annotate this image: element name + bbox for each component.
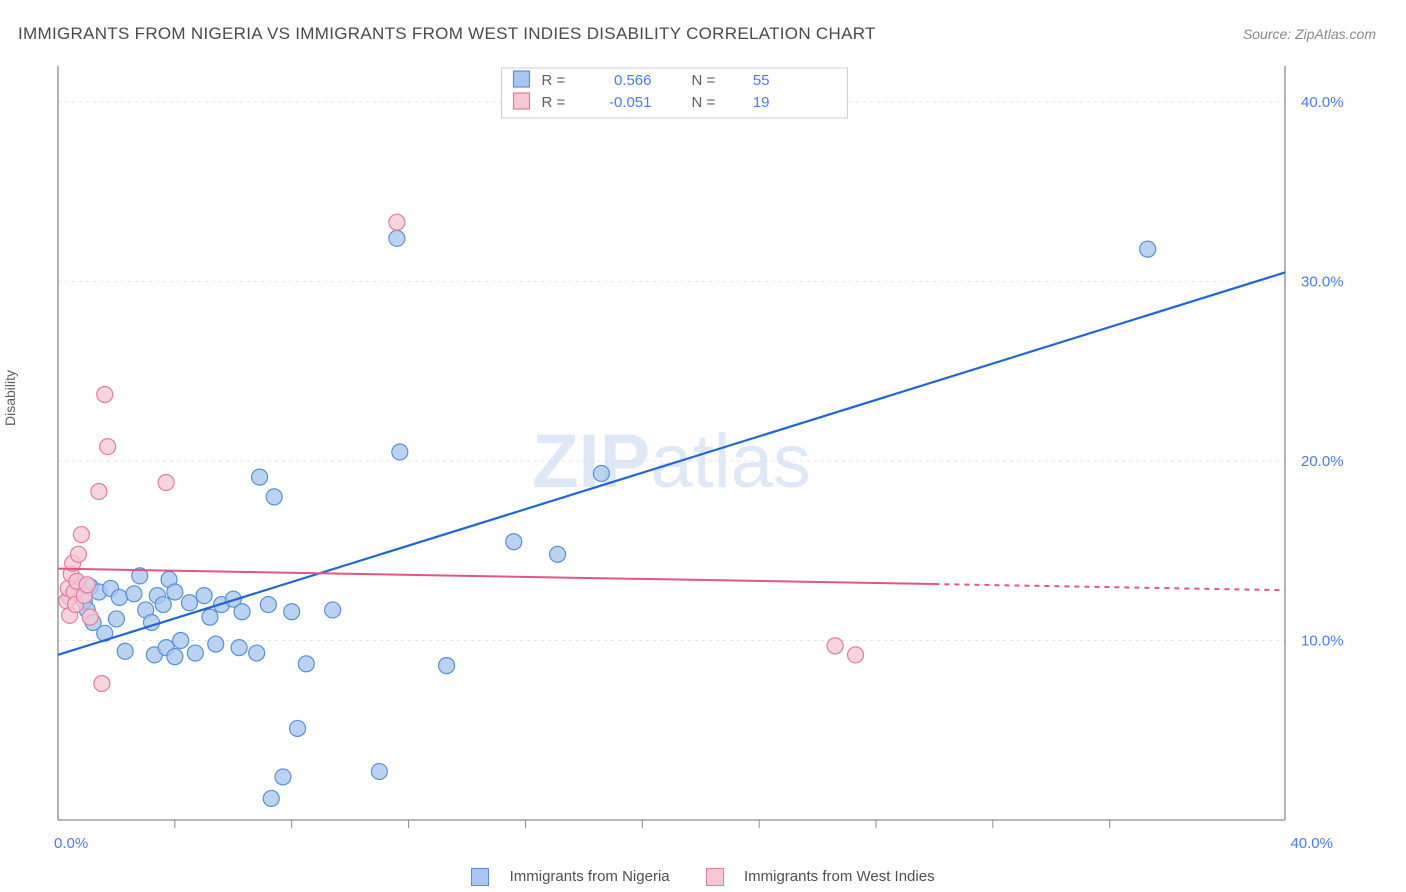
chart-container: IMMIGRANTS FROM NIGERIA VS IMMIGRANTS FR… — [0, 0, 1406, 892]
legend-label-west-indies: Immigrants from West Indies — [744, 868, 935, 885]
svg-text:10.0%: 10.0% — [1301, 632, 1344, 649]
bottom-legend: Immigrants from Nigeria Immigrants from … — [0, 868, 1406, 886]
y-axis-label: Disability — [2, 370, 18, 426]
svg-text:R =: R = — [542, 72, 566, 89]
plot-area: 10.0%20.0%30.0%40.0%ZIPatlas0.0%40.0%R =… — [50, 62, 1340, 830]
svg-text:19: 19 — [753, 94, 770, 111]
svg-text:R =: R = — [542, 94, 566, 111]
svg-text:40.0%: 40.0% — [1301, 94, 1344, 111]
swatch-west-indies — [706, 868, 724, 886]
svg-text:30.0%: 30.0% — [1301, 273, 1344, 290]
svg-text:N =: N = — [692, 72, 716, 89]
svg-text:0.566: 0.566 — [614, 72, 652, 89]
swatch-nigeria — [471, 868, 489, 886]
chart-title: IMMIGRANTS FROM NIGERIA VS IMMIGRANTS FR… — [18, 24, 876, 44]
svg-text:-0.051: -0.051 — [609, 94, 652, 111]
svg-text:0.0%: 0.0% — [54, 835, 88, 852]
source-label: Source: ZipAtlas.com — [1243, 26, 1376, 42]
svg-text:55: 55 — [753, 72, 770, 89]
svg-text:40.0%: 40.0% — [1290, 835, 1333, 852]
svg-text:20.0%: 20.0% — [1301, 453, 1344, 470]
svg-text:N =: N = — [692, 94, 716, 111]
svg-text:ZIPatlas: ZIPatlas — [532, 419, 811, 504]
legend-label-nigeria: Immigrants from Nigeria — [510, 868, 670, 885]
